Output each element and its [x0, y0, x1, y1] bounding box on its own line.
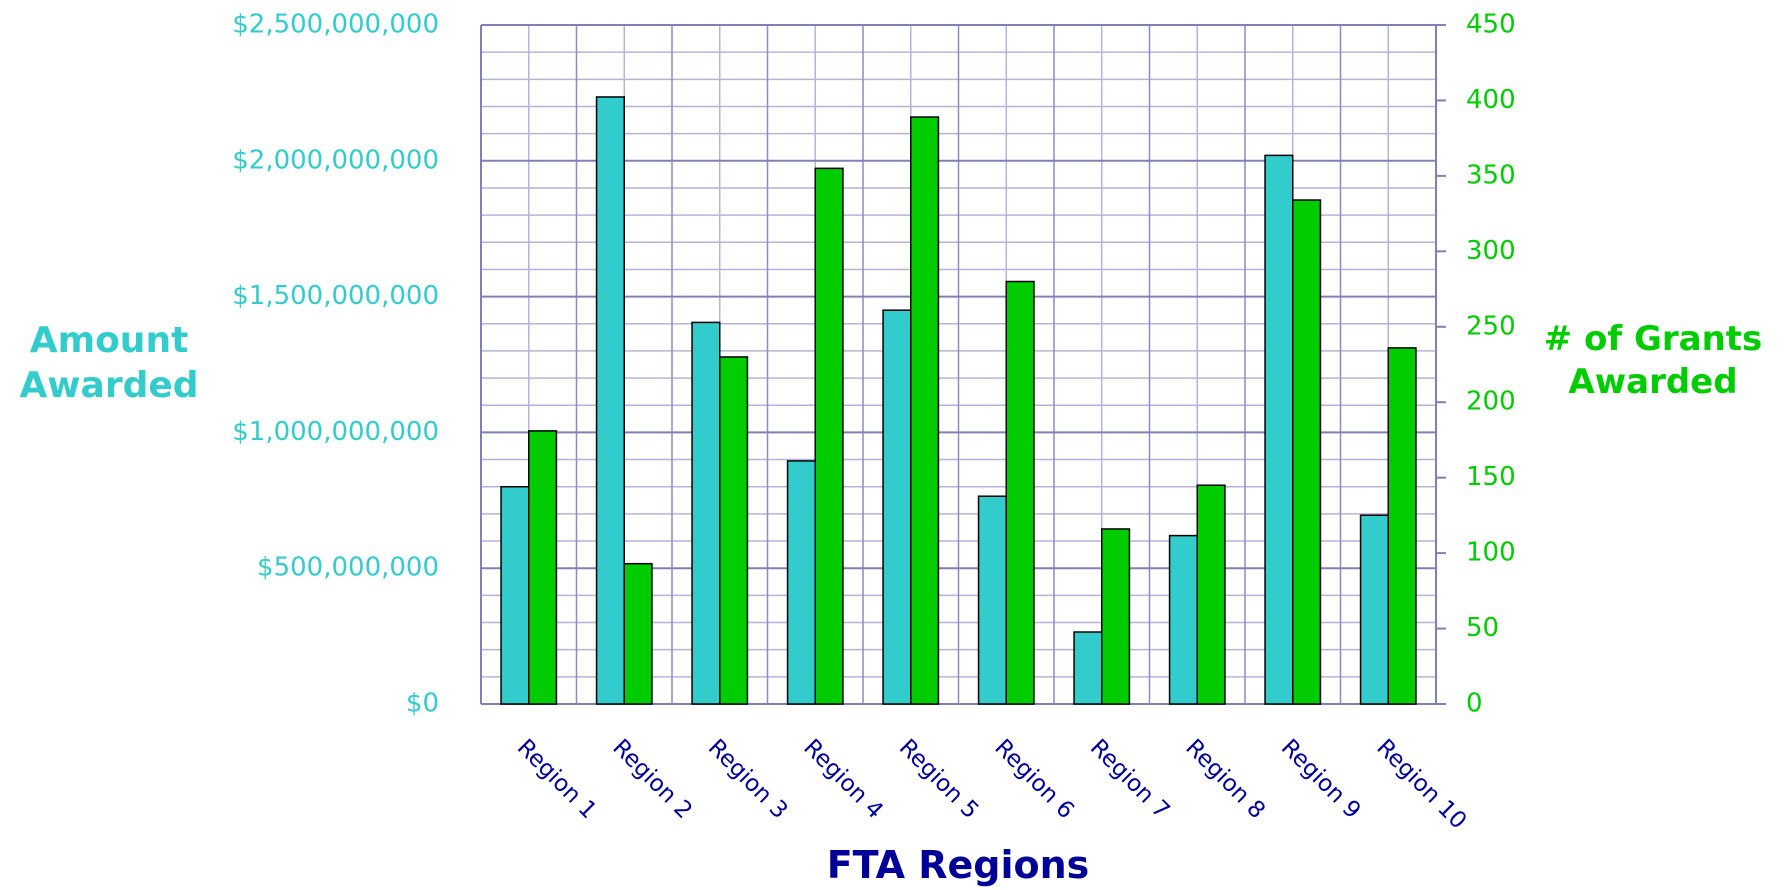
y2-tick-label: 150: [1466, 462, 1516, 492]
y2-tick-label: 450: [1466, 10, 1516, 40]
x-tick-label: Region 5: [894, 734, 984, 824]
y-tick-label: $1,000,000,000: [232, 417, 439, 447]
x-tick-label: Region 9: [1276, 734, 1366, 824]
y-tick-label: $500,000,000: [257, 553, 439, 583]
x-tick-label: Region 2: [607, 734, 697, 824]
bar: [1101, 528, 1131, 705]
bar: [1292, 199, 1322, 705]
bar: [1196, 484, 1226, 705]
y2-tick-label: 50: [1466, 613, 1499, 643]
bar: [691, 321, 721, 705]
x-tick-label: Region 7: [1085, 734, 1175, 824]
bar: [719, 356, 749, 705]
x-tick-label: Region 8: [1180, 734, 1270, 824]
y-tick-label: $1,500,000,000: [232, 281, 439, 311]
bar: [1387, 347, 1417, 705]
x-tick-label: Region 10: [1371, 734, 1471, 834]
y2-tick-label: 200: [1466, 387, 1516, 417]
x-axis-title: FTA Regions: [826, 843, 1090, 887]
bar: [500, 485, 530, 705]
bar: [1264, 154, 1294, 705]
y2-tick-label: 100: [1466, 538, 1516, 568]
y2-tick-label: 400: [1466, 85, 1516, 115]
y-axis-title: Amount Awarded: [19, 320, 199, 406]
y2-tick-label: 350: [1466, 160, 1516, 190]
bar: [977, 495, 1007, 705]
y-tick-label: $2,500,000,000: [232, 10, 439, 40]
bar: [595, 96, 625, 705]
bar: [1073, 631, 1103, 705]
bar: [1005, 280, 1035, 705]
y-tick-label: $2,000,000,000: [232, 145, 439, 175]
x-tick-label: Region 1: [512, 734, 602, 824]
y2-axis-title: # of Grants Awarded: [1543, 319, 1763, 402]
bar: [528, 430, 558, 705]
x-tick-label: Region 6: [989, 734, 1079, 824]
bar: [1168, 534, 1199, 705]
bar: [882, 309, 912, 705]
y2-tick-label: 250: [1466, 311, 1516, 341]
bar: [786, 460, 816, 705]
x-tick-label: Region 3: [703, 734, 793, 824]
bar: [623, 562, 653, 705]
y-tick-label: $0: [406, 689, 439, 719]
bar: [814, 167, 844, 705]
y2-tick-label: 0: [1466, 689, 1483, 719]
x-tick-label: Region 4: [798, 734, 888, 824]
bar: [910, 116, 940, 705]
y2-tick-label: 300: [1466, 236, 1516, 266]
bar: [1359, 514, 1390, 705]
